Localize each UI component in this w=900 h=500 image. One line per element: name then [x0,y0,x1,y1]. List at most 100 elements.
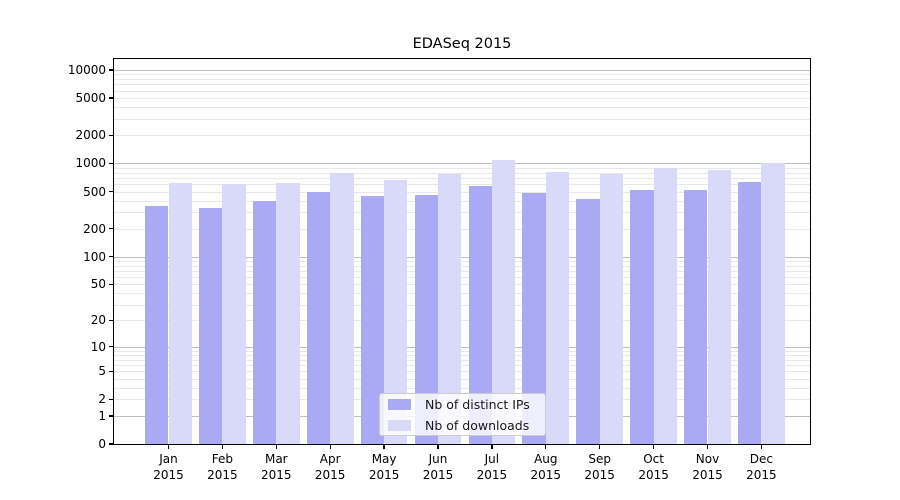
grid-line-major [114,163,810,165]
grid-line-minor [114,371,810,373]
bar-downloads-oct [653,167,677,444]
bar-downloads-apr [330,172,354,444]
x-tick-mark [706,444,709,449]
legend-item-downloads: Nb of downloads [388,418,537,433]
bar-distinct-ips-may [360,195,385,444]
legend: Nb of distinct IPs Nb of downloads [379,393,546,436]
y-tick-label: 10 [90,339,106,354]
x-tick-label-jun: Jun 2015 [422,452,454,482]
x-tick-mark [599,444,601,449]
x-tick-label-may: May 2015 [368,452,400,482]
y-tick-mark [109,97,114,99]
bar-distinct-ips-sep [576,199,600,444]
y-tick-label: 500 [83,184,106,199]
x-tick-mark [545,444,547,449]
grid-line-minor [114,90,810,92]
y-tick-mark [109,227,114,230]
bar-downloads-jul [491,160,516,444]
grid-line-minor [114,270,810,272]
y-tick-label: 2 [98,392,106,407]
bar-distinct-ips-jun [414,195,438,444]
grid-line-minor [114,277,810,279]
grid-line-minor [114,387,810,389]
grid-line-minor [114,304,810,306]
grid-line-minor [114,74,810,76]
grid-line-minor [114,359,810,361]
x-tick-mark [383,444,385,449]
y-tick-mark [109,134,114,137]
grid-line-minor [114,228,810,230]
y-tick-mark [109,345,114,348]
y-tick-mark [109,415,114,417]
y-tick-mark [109,190,114,193]
legend-swatch-distinct-ips [388,398,411,410]
chart-title: EDASeq 2015 [412,36,512,52]
y-tick-mark [109,162,114,165]
bar-downloads-dec [761,163,785,444]
grid-line-major [114,69,810,71]
y-tick-mark [109,319,114,322]
x-tick-label-oct: Oct 2015 [638,452,669,482]
y-tick-label: 20 [90,313,106,328]
grid-line-minor [114,265,810,267]
y-tick-label: 1000 [75,156,106,171]
x-tick-mark [221,444,224,449]
bar-distinct-ips-dec [738,181,762,444]
x-tick-label-apr: Apr 2015 [314,452,346,482]
y-tick-label: 0 [98,437,106,451]
x-tick-label-mar: Mar 2015 [261,452,292,482]
grid-line-minor [114,84,810,86]
x-tick-mark [275,444,277,449]
bar-distinct-ips-jan [145,206,169,444]
y-tick-mark [109,370,114,372]
y-tick-label: 1 [98,408,106,423]
grid-line-minor [114,167,810,169]
bar-downloads-jun [438,174,462,444]
y-tick-mark [109,283,114,286]
grid-line-minor [114,350,810,352]
bar-distinct-ips-oct [630,190,654,444]
y-tick-label: 2000 [75,128,106,143]
y-tick-mark [109,443,114,445]
grid-line-major [114,256,810,258]
grid-line-minor [114,293,810,295]
x-tick-label-jul: Jul 2015 [476,452,508,482]
x-tick-mark [437,444,439,449]
bar-distinct-ips-jul [468,185,492,444]
grid-line-minor [114,107,810,109]
grid-line-minor [114,98,810,100]
grid-line-minor [114,212,810,214]
grid-line-minor [114,79,810,81]
x-tick-mark [652,444,655,449]
y-tick-mark [109,398,114,401]
x-tick-mark [167,444,170,449]
legend-item-distinct-ips: Nb of distinct IPs [388,397,537,412]
bar-downloads-feb [222,183,246,444]
bar-downloads-jan [168,182,192,444]
grid-line-minor [114,135,810,137]
grid-line-minor [114,118,810,120]
x-tick-label-aug: Aug 2015 [530,452,562,482]
y-tick-label: 5000 [75,91,106,106]
x-tick-label-sep: Sep 2015 [584,452,615,482]
x-tick-mark [491,444,493,449]
x-tick-mark [329,444,331,449]
x-tick-label-dec: Dec 2015 [746,452,777,482]
legend-label-distinct-ips: Nb of distinct IPs [425,396,530,412]
grid-line-minor [114,364,810,366]
bar-downloads-mar [276,182,300,444]
grid-line-minor [114,191,810,193]
legend-swatch-downloads [388,419,411,431]
x-tick-label-jan: Jan 2015 [153,452,184,482]
grid-line-major [114,346,810,348]
y-tick-mark [109,69,114,71]
grid-line-minor [114,354,810,356]
bar-distinct-ips-aug [522,192,546,444]
bar-downloads-may [384,179,408,444]
bar-distinct-ips-apr [306,191,331,444]
x-tick-label-nov: Nov 2015 [692,452,723,482]
bar-distinct-ips-feb [199,207,223,444]
x-tick-mark [760,444,763,449]
